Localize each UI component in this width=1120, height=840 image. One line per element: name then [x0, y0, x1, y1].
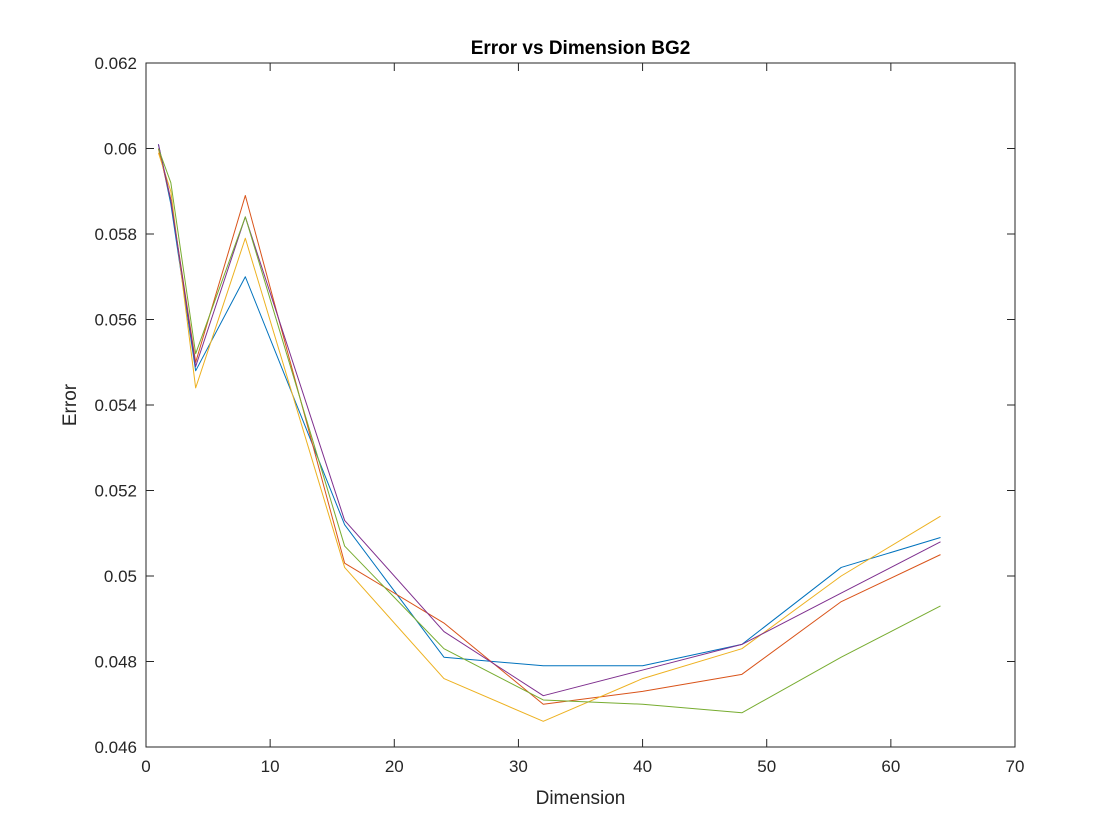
series-layer — [157, 144, 941, 722]
y-ticks: 0.046 0.048 0.05 0.052 0.054 0.056 0.058 0.06 0.… — [94, 54, 1015, 757]
y-tick-label: 0.052 — [94, 482, 137, 501]
y-tick-label: 0.054 — [94, 396, 137, 415]
x-tick-label: 20 — [385, 757, 404, 776]
y-axis-label: Error — [60, 383, 81, 426]
y-tick-label: 0.058 — [94, 225, 137, 244]
x-tick-label: 30 — [509, 757, 528, 776]
series-line-1 — [157, 144, 941, 667]
series-line-3 — [157, 152, 941, 722]
y-tick-label: 0.048 — [94, 653, 137, 672]
chart-title: Error vs Dimension BG2 — [471, 38, 691, 59]
series-line-5 — [157, 148, 941, 714]
y-tick-label: 0.046 — [94, 738, 137, 757]
y-tick-label: 0.05 — [104, 567, 137, 586]
series-line-4 — [157, 144, 941, 697]
x-tick-label: 50 — [757, 757, 776, 776]
y-tick-label: 0.062 — [94, 54, 137, 73]
x-tick-label: 70 — [1006, 757, 1025, 776]
x-tick-label: 0 — [141, 757, 150, 776]
plot-area — [146, 63, 1015, 747]
y-tick-label: 0.06 — [104, 140, 137, 159]
x-tick-label: 40 — [633, 757, 652, 776]
y-tick-label: 0.056 — [94, 311, 137, 330]
x-tick-label: 10 — [261, 757, 280, 776]
x-axis-label: Dimension — [536, 788, 626, 809]
x-tick-label: 60 — [881, 757, 900, 776]
x-ticks: 0 10 20 30 40 50 60 70 — [141, 63, 1024, 776]
